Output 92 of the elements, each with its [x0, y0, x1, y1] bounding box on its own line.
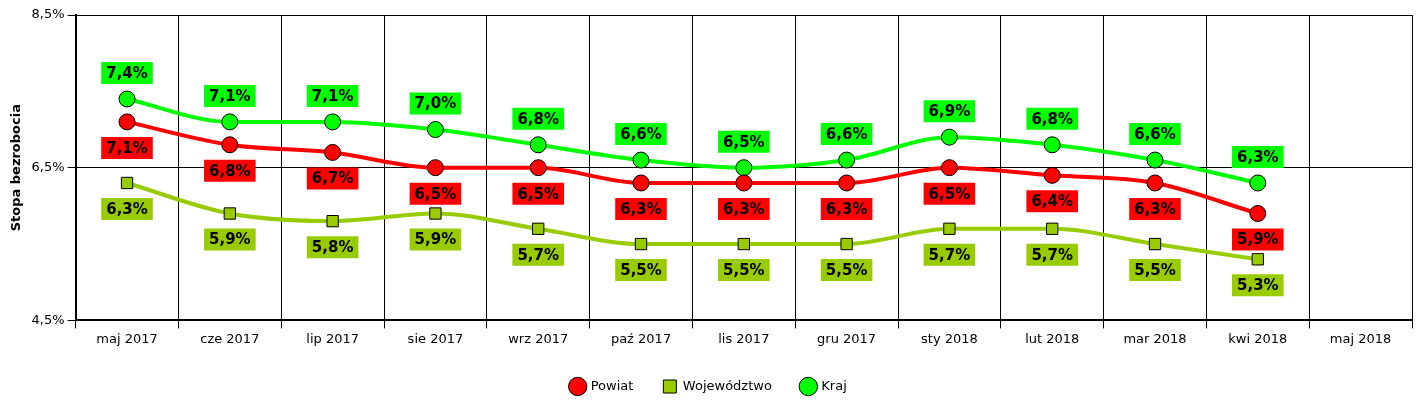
- point: [118, 90, 136, 108]
- data-label: 5,9%: [414, 230, 457, 249]
- point: [940, 159, 958, 177]
- point: [840, 237, 853, 251]
- data-label: 5,7%: [1031, 245, 1074, 264]
- point: [118, 113, 136, 131]
- point: [632, 151, 650, 169]
- point: [1043, 166, 1061, 184]
- point: [429, 207, 442, 220]
- point: [529, 159, 547, 177]
- data-label: 6,6%: [1134, 124, 1176, 143]
- point: [120, 176, 134, 190]
- data-label: 5,9%: [1237, 230, 1279, 249]
- point: [426, 159, 444, 177]
- data-label: 6,6%: [825, 124, 868, 143]
- point: [223, 207, 236, 220]
- y-tick-label: 6,5%: [31, 159, 65, 175]
- point: [1146, 174, 1164, 192]
- data-label: 6,8%: [209, 161, 251, 180]
- legend-label: Kraj: [821, 377, 847, 393]
- point: [940, 128, 958, 146]
- x-tick-label: sty 2018: [921, 330, 978, 346]
- x-tick-label: wrz 2017: [508, 330, 569, 346]
- legend-label: Województwo: [682, 377, 772, 393]
- data-label: 7,1%: [209, 86, 251, 105]
- point: [426, 121, 444, 139]
- point: [1146, 151, 1164, 169]
- point: [1046, 222, 1059, 235]
- data-label: 6,3%: [723, 199, 765, 218]
- data-label: 6,4%: [1031, 192, 1074, 211]
- point: [735, 174, 753, 192]
- point: [1148, 237, 1162, 251]
- data-label: 6,5%: [517, 184, 560, 203]
- point: [838, 151, 856, 169]
- point: [1249, 205, 1267, 223]
- data-label: 5,5%: [825, 260, 868, 279]
- point: [838, 174, 856, 192]
- data-label: 6,9%: [928, 102, 971, 121]
- y-axis-title: Stopa bezrobocia: [8, 104, 24, 232]
- point: [1043, 136, 1061, 154]
- data-label: 5,5%: [620, 260, 662, 279]
- x-tick-label: maj 2017: [96, 330, 158, 346]
- data-label: 6,8%: [517, 109, 560, 128]
- data-label: 6,6%: [620, 124, 662, 143]
- data-label: 5,7%: [928, 245, 971, 264]
- point: [529, 136, 547, 154]
- data-label: 6,3%: [825, 199, 868, 218]
- data-label: 6,8%: [1031, 109, 1074, 128]
- data-label: 5,5%: [723, 260, 765, 279]
- x-tick-label: lut 2018: [1025, 330, 1080, 346]
- data-label: 5,3%: [1237, 276, 1279, 295]
- data-label: 6,5%: [414, 184, 457, 203]
- y-tick-label: 8,5%: [31, 6, 65, 22]
- x-tick-label: lis 2017: [718, 330, 770, 346]
- x-tick-label: gru 2017: [817, 330, 877, 346]
- data-label: 5,8%: [311, 238, 354, 257]
- legend-label: Powiat: [590, 377, 634, 393]
- data-label: 5,5%: [1134, 260, 1176, 279]
- y-tick-label: 4,5%: [31, 311, 65, 327]
- point: [532, 222, 545, 235]
- point: [943, 222, 956, 235]
- data-label: 6,3%: [1237, 147, 1279, 166]
- data-label: 5,9%: [209, 230, 251, 249]
- point: [324, 113, 342, 131]
- data-label: 7,1%: [311, 86, 354, 105]
- point: [221, 136, 239, 154]
- x-tick-label: maj 2018: [1329, 330, 1392, 346]
- data-label: 6,3%: [1134, 199, 1176, 218]
- x-tick-label: cze 2017: [200, 330, 260, 346]
- point: [632, 174, 650, 192]
- point: [634, 237, 648, 251]
- point: [326, 214, 339, 228]
- x-tick-label: kwi 2018: [1228, 330, 1288, 346]
- data-label: 5,7%: [517, 245, 560, 264]
- data-label: 7,0%: [414, 94, 457, 113]
- data-label: 6,7%: [311, 169, 354, 188]
- data-label: 6,5%: [723, 132, 765, 151]
- data-label: 6,3%: [106, 199, 148, 218]
- point: [1251, 253, 1264, 266]
- x-tick-label: sie 2017: [407, 330, 464, 346]
- point: [324, 143, 342, 161]
- point: [1249, 174, 1267, 192]
- x-tick-label: paź 2017: [610, 330, 672, 346]
- data-label: 6,3%: [620, 199, 662, 218]
- data-label: 6,5%: [928, 184, 971, 203]
- point: [735, 159, 753, 177]
- data-label: 7,1%: [106, 138, 148, 157]
- point: [221, 113, 239, 131]
- point: [737, 237, 750, 251]
- x-tick-label: lip 2017: [306, 330, 359, 346]
- x-tick-label: mar 2018: [1123, 330, 1187, 346]
- data-label: 7,4%: [106, 63, 148, 82]
